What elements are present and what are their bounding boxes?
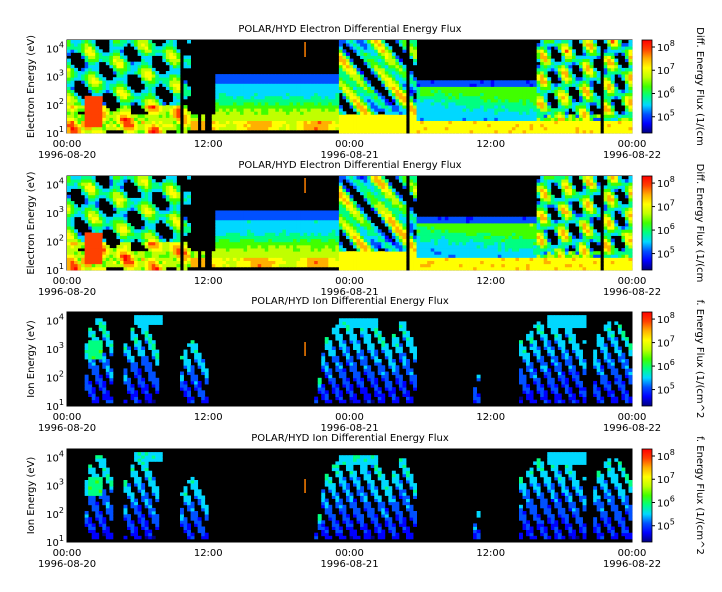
chart-title: POLAR/HYD Electron Differential Energy F…: [238, 160, 461, 171]
x-tick-label: 00:00: [53, 276, 82, 287]
colorbar-tick-label: 108: [657, 448, 675, 463]
x-tick-label: 12:00: [476, 139, 505, 150]
x-tick-date: 1996-08-22: [603, 150, 661, 161]
colorbar-tick-label: 105: [657, 382, 675, 397]
colorbar-label: f. Energy Flux (1/(cm^2: [694, 300, 705, 419]
x-tick-date: 1996-08-21: [320, 423, 378, 434]
x-tick-date: 1996-08-20: [38, 150, 96, 161]
x-tick-date: 1996-08-21: [320, 559, 378, 570]
colorbar-label: f. Energy Flux (1/(cm^2: [694, 436, 705, 555]
colorbar-tick-label: 106: [657, 358, 675, 373]
y-axis-label: Ion Energy (eV): [26, 457, 37, 535]
x-tick-date: 1996-08-21: [320, 287, 378, 298]
colorbar-label: Diff. Energy Flux (1/(cm: [694, 164, 705, 283]
x-tick-date: 1996-08-22: [603, 559, 661, 570]
x-tick-date: 1996-08-22: [603, 423, 661, 434]
heatmap-cells-3: [84, 315, 633, 404]
x-tick-date: 1996-08-22: [603, 287, 661, 298]
x-tick-label: 00:00: [335, 276, 364, 287]
y-tick-label: 102: [46, 234, 64, 249]
colorbar: [641, 175, 653, 271]
heatmap-cells-1: [67, 40, 633, 134]
colorbar-tick-label: 106: [657, 85, 675, 100]
heatmap-cells-4: [84, 452, 633, 540]
x-tick-date: 1996-08-20: [38, 287, 96, 298]
colorbar-tick-label: 105: [657, 518, 675, 533]
x-tick-label: 00:00: [618, 276, 647, 287]
y-tick-label: 103: [46, 341, 64, 356]
x-tick-label: 12:00: [476, 276, 505, 287]
x-tick-label: 00:00: [618, 548, 647, 559]
colorbar-tick-label: 105: [657, 109, 675, 124]
colorbar-tick-label: 107: [657, 62, 675, 77]
x-tick-label: 00:00: [53, 412, 82, 423]
y-tick-label: 101: [46, 262, 64, 277]
x-tick-label: 00:00: [53, 139, 82, 150]
y-tick-label: 104: [46, 449, 64, 464]
colorbar-tick-label: 106: [657, 494, 675, 509]
x-tick-label: 12:00: [194, 548, 223, 559]
chart-title: POLAR/HYD Electron Differential Energy F…: [238, 24, 461, 35]
colorbar-tick-label: 108: [657, 175, 675, 190]
y-tick-label: 101: [46, 125, 64, 140]
y-tick-label: 104: [46, 313, 64, 328]
x-tick-label: 12:00: [194, 412, 223, 423]
x-tick-date: 1996-08-21: [320, 150, 378, 161]
colorbar-tick-label: 107: [657, 199, 675, 214]
x-tick-date: 1996-08-20: [38, 423, 96, 434]
x-tick-label: 12:00: [194, 139, 223, 150]
x-tick-label: 00:00: [53, 548, 82, 559]
y-tick-label: 102: [46, 370, 64, 385]
colorbar-tick-label: 105: [657, 246, 675, 261]
colorbar-tick-label: 107: [657, 335, 675, 350]
chart-title: POLAR/HYD Ion Differential Energy Flux: [251, 296, 449, 307]
colorbar-tick-label: 107: [657, 471, 675, 486]
y-tick-label: 104: [46, 177, 64, 192]
y-tick-label: 104: [46, 40, 64, 55]
x-tick-label: 12:00: [194, 276, 223, 287]
colorbar: [641, 311, 653, 407]
colorbar-tick-label: 108: [657, 39, 675, 54]
colorbar: [641, 448, 653, 543]
x-tick-label: 00:00: [335, 139, 364, 150]
x-tick-label: 00:00: [618, 412, 647, 423]
x-tick-label: 00:00: [618, 139, 647, 150]
y-axis-label: Ion Energy (eV): [26, 320, 37, 398]
colorbar-label: Diff. Energy Flux (1/(cm: [694, 27, 705, 146]
x-tick-label: 12:00: [476, 548, 505, 559]
heatmap-cells-2: [67, 176, 633, 271]
x-tick-label: 00:00: [335, 412, 364, 423]
y-tick-label: 101: [46, 398, 64, 413]
colorbar: [641, 39, 653, 134]
x-tick-label: 12:00: [476, 412, 505, 423]
y-tick-label: 101: [46, 534, 64, 549]
y-tick-label: 102: [46, 97, 64, 112]
x-tick-date: 1996-08-20: [38, 559, 96, 570]
y-axis-label: Electron Energy (eV): [26, 171, 37, 274]
y-tick-label: 103: [46, 478, 64, 493]
colorbar-tick-label: 108: [657, 311, 675, 326]
y-axis-label: Electron Energy (eV): [26, 35, 37, 138]
y-tick-label: 103: [46, 69, 64, 84]
x-tick-label: 00:00: [335, 548, 364, 559]
chart-title: POLAR/HYD Ion Differential Energy Flux: [251, 433, 449, 444]
y-tick-label: 103: [46, 205, 64, 220]
colorbar-tick-label: 106: [657, 222, 675, 237]
y-tick-label: 102: [46, 506, 64, 521]
